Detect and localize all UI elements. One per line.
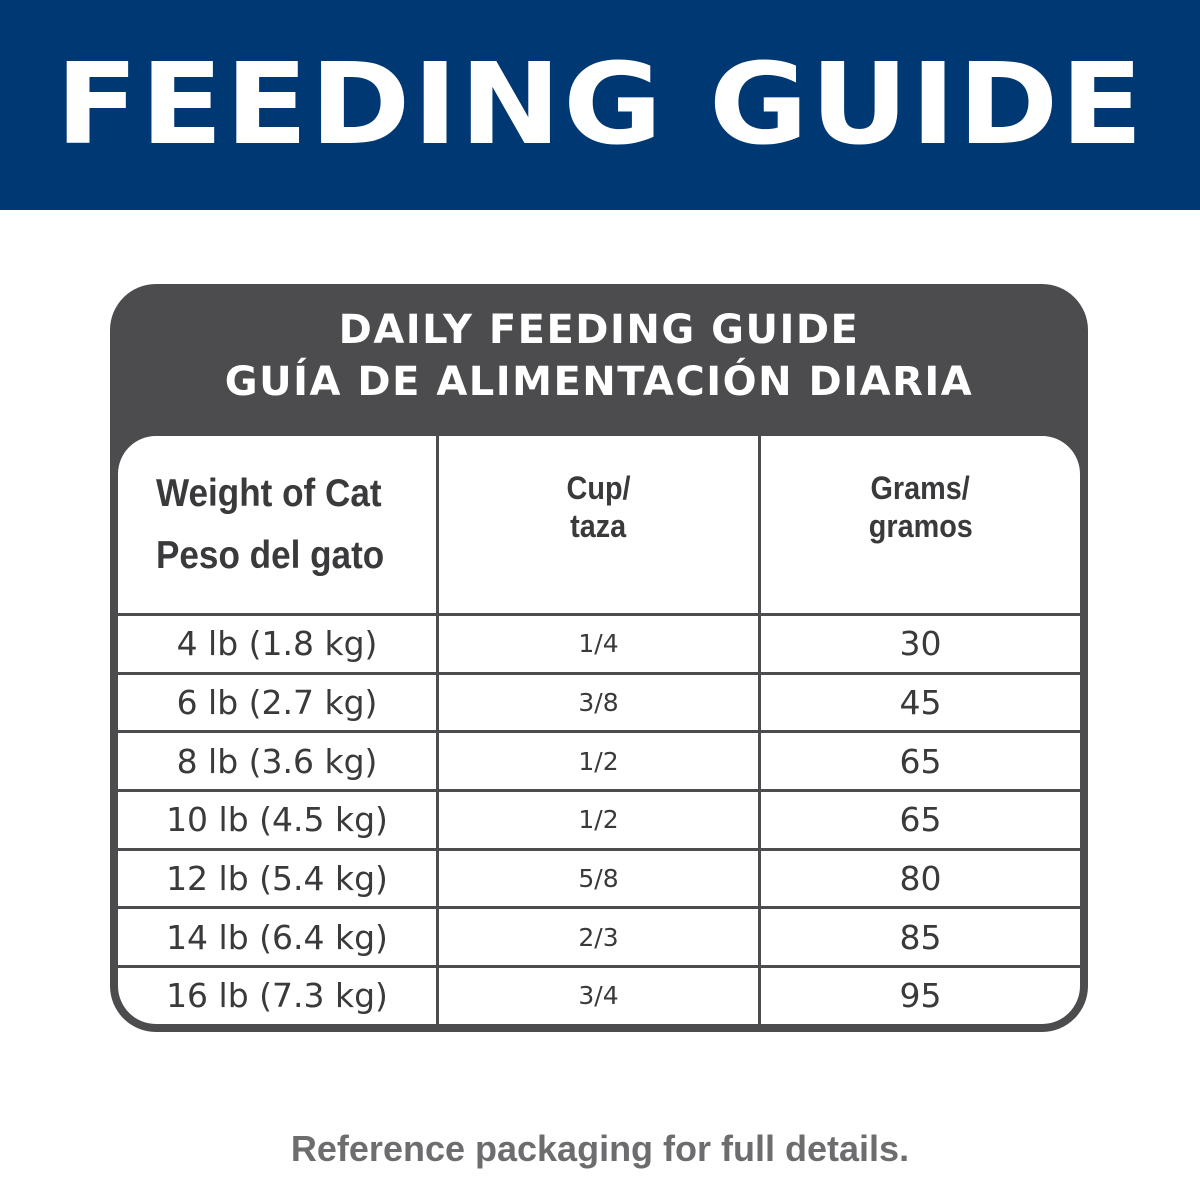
table-row: 12 lb (5.4 kg) 5/8 80 — [118, 847, 1080, 907]
header-line: Weight of Cat — [156, 471, 382, 515]
page-title: FEEDING GUIDE — [55, 40, 1145, 170]
header-line: gramos — [868, 507, 973, 544]
cup-cell: 3/4 — [439, 968, 761, 1024]
weight-cell: 6 lb (2.7 kg) — [118, 674, 439, 731]
table-row: 8 lb (3.6 kg) 1/2 65 — [118, 730, 1080, 790]
weight-cell: 10 lb (4.5 kg) — [118, 792, 439, 848]
footer-note: Reference packaging for full details. — [290, 1128, 910, 1169]
table-row: 16 lb (7.3 kg) 3/4 95 — [118, 965, 1080, 1024]
grams-cell: 80 — [899, 859, 942, 899]
grams-cell: 65 — [899, 800, 942, 840]
table-row: 6 lb (2.7 kg) 3/8 45 — [118, 671, 1080, 731]
cup-cell: 3/8 — [439, 674, 761, 731]
table-header-row: Weight of Cat Peso del gato Cup/ taza Gr… — [118, 436, 1080, 613]
header-band: FEEDING GUIDE — [0, 0, 1200, 210]
header-line: Grams/ — [870, 469, 971, 506]
header-line: Cup/ — [566, 469, 631, 506]
card-title-en: DAILY FEEDING GUIDE — [338, 307, 860, 353]
cup-cell: 5/8 — [439, 850, 761, 907]
cup-cell: 1/2 — [439, 733, 761, 790]
grams-cell: 65 — [899, 741, 942, 781]
card-title-es: GUÍA DE ALIMENTACIÓN DIARIA — [224, 359, 974, 405]
table-row: 4 lb (1.8 kg) 1/4 30 — [118, 613, 1080, 672]
grams-cell: 95 — [899, 976, 942, 1016]
column-header-cup: Cup/ taza — [439, 436, 761, 613]
cup-cell: 2/3 — [439, 909, 761, 966]
weight-cell: 8 lb (3.6 kg) — [118, 733, 439, 790]
weight-cell: 14 lb (6.4 kg) — [118, 909, 439, 966]
table-row: 14 lb (6.4 kg) 2/3 85 — [118, 906, 1080, 966]
weight-cell: 4 lb (1.8 kg) — [118, 616, 439, 672]
header-line: Peso del gato — [156, 533, 385, 577]
table-row: 10 lb (4.5 kg) 1/2 65 — [118, 789, 1080, 848]
weight-cell: 12 lb (5.4 kg) — [118, 850, 439, 907]
weight-cell: 16 lb (7.3 kg) — [118, 968, 439, 1024]
grams-cell: 45 — [899, 683, 942, 723]
table-body: 4 lb (1.8 kg) 1/4 30 6 lb (2.7 kg) 3/8 45 8 lb… — [118, 613, 1080, 1024]
grams-cell: 85 — [899, 917, 942, 957]
feeding-guide-card: DAILY FEEDING GUIDE GUÍA DE ALIMENTACIÓN… — [110, 284, 1088, 1032]
grams-cell: 30 — [899, 624, 942, 664]
column-header-weight: Weight of Cat Peso del gato — [118, 436, 439, 613]
column-header-grams: Grams/ gramos — [761, 436, 1080, 613]
card-title: DAILY FEEDING GUIDE GUÍA DE ALIMENTACIÓN… — [110, 304, 1088, 408]
cup-cell: 1/4 — [439, 616, 761, 672]
cup-cell: 1/2 — [439, 792, 761, 848]
feeding-table: Weight of Cat Peso del gato Cup/ taza Gr… — [118, 436, 1080, 1024]
header-line: taza — [570, 507, 627, 544]
